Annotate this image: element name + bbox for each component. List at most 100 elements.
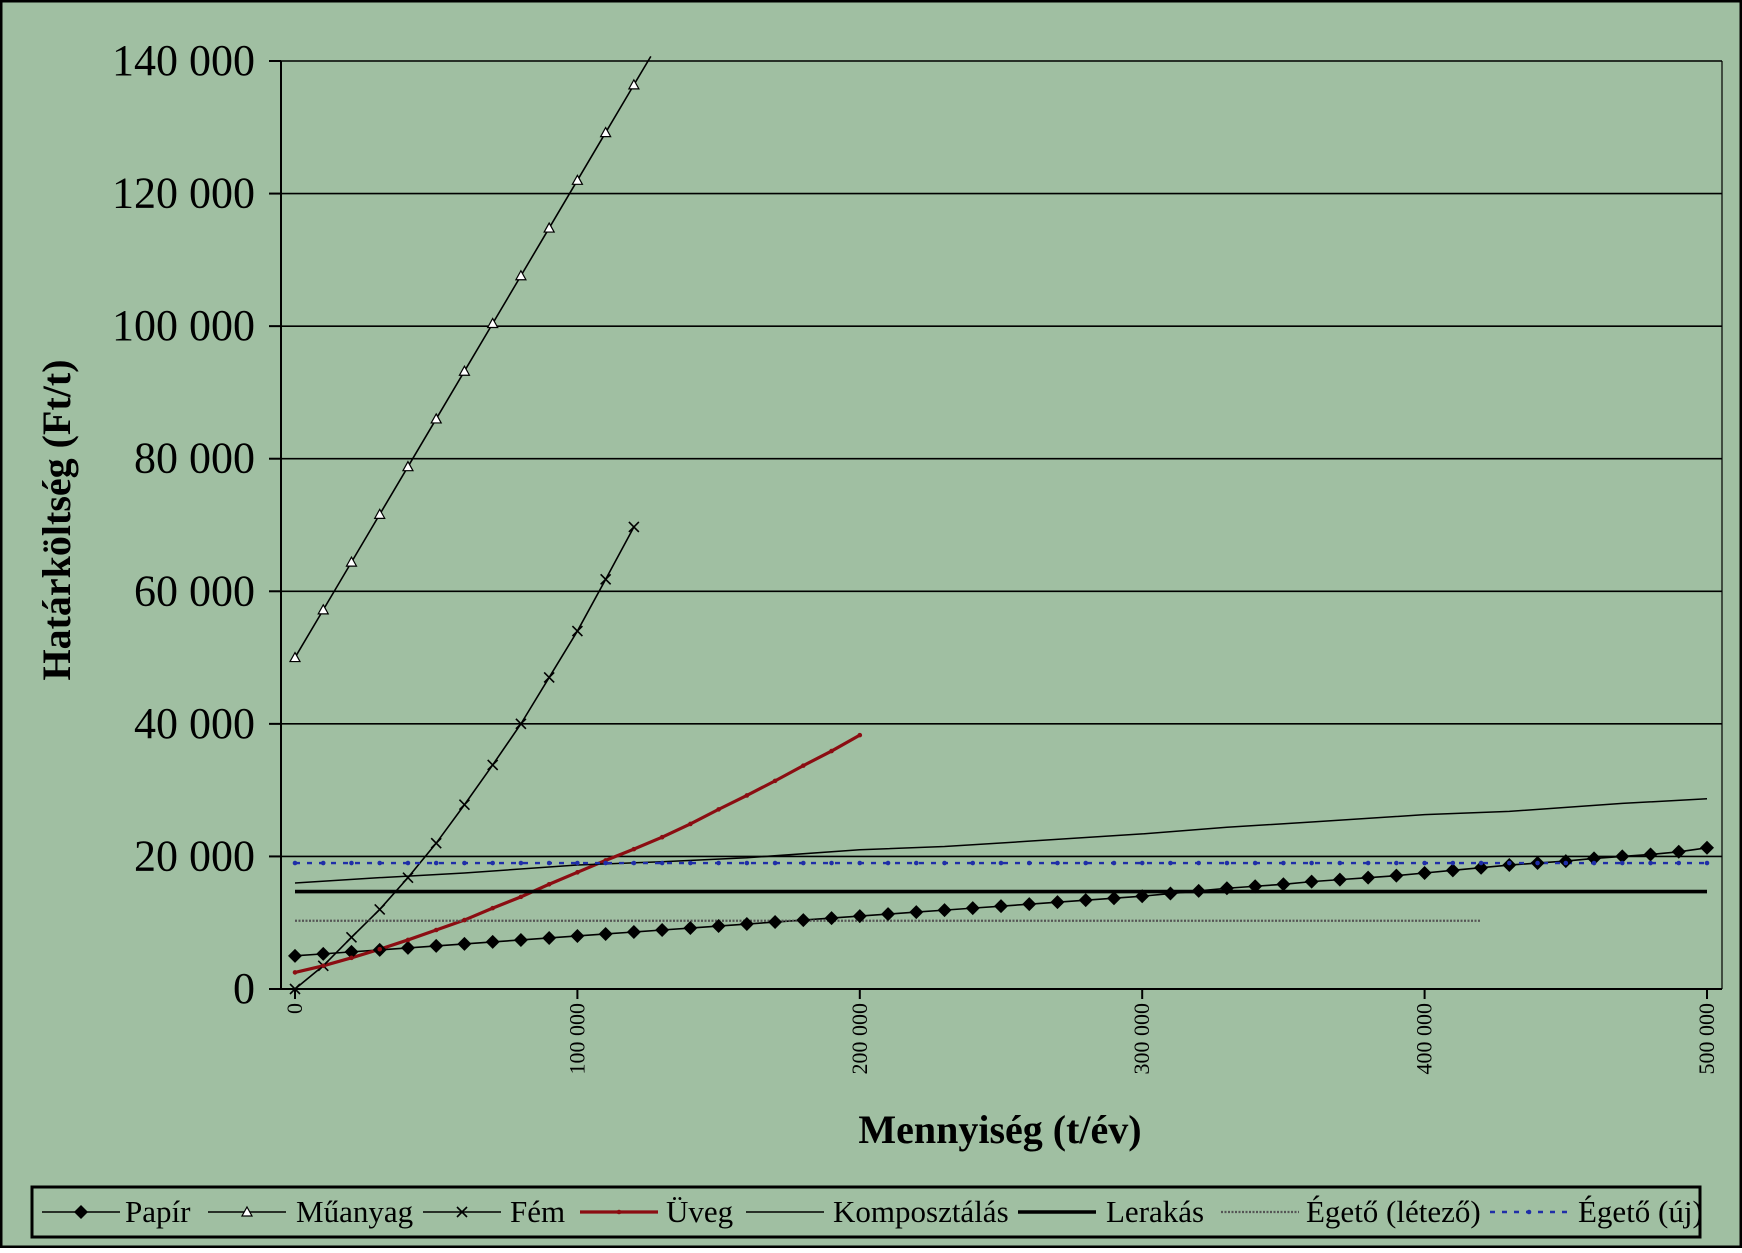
series-marker-0 [655, 923, 670, 938]
x-tick-label: 200 000 [847, 1003, 872, 1075]
series-marker-7 [1309, 860, 1314, 866]
y-tick-label: 100 000 [112, 301, 255, 350]
series-marker-0 [937, 903, 952, 918]
series-marker-0 [316, 946, 331, 961]
series-marker-7 [433, 860, 439, 866]
series-layer [294, 55, 1708, 990]
series-marker-3 [716, 807, 721, 812]
series-marker-1 [543, 221, 556, 233]
series-marker-0 [768, 915, 783, 930]
series-marker-3 [433, 927, 439, 933]
series-marker-3 [292, 970, 298, 975]
series-marker-0 [1474, 860, 1489, 875]
series-marker-7 [1055, 860, 1060, 866]
series-marker-1 [571, 174, 584, 185]
series-marker-7 [744, 860, 750, 866]
series-marker-0 [994, 899, 1008, 914]
series-marker-3 [546, 881, 552, 887]
series-marker-7 [518, 860, 524, 866]
x-axis-title: Mennyiség (t/év) [858, 1107, 1141, 1152]
series-marker-7 [1083, 860, 1089, 866]
x-tick-label: 400 000 [1412, 1003, 1437, 1075]
series-marker-1 [599, 126, 612, 138]
series-marker-7 [1337, 860, 1343, 866]
legend-label-5: Lerakás [1106, 1194, 1204, 1229]
series-marker-7 [1563, 860, 1569, 866]
series-line-4 [294, 798, 1708, 884]
y-tick-label: 60 000 [134, 566, 255, 615]
series-marker-0 [400, 940, 415, 955]
series-marker-7 [1252, 860, 1258, 866]
series-marker-7 [1394, 860, 1399, 866]
series-marker-7 [659, 860, 665, 866]
series-marker-7 [1591, 860, 1597, 866]
series-marker-0 [1219, 881, 1234, 896]
series-marker-0 [513, 932, 528, 947]
series-marker-7 [1139, 860, 1145, 866]
series-marker-0 [1615, 849, 1630, 864]
x-tick-label: 0 [282, 1003, 307, 1014]
series-marker-3 [659, 834, 665, 840]
series-marker-0 [598, 926, 613, 941]
series-marker-0 [1106, 891, 1121, 906]
series-marker-7 [1648, 860, 1653, 866]
series-marker-7 [603, 860, 608, 866]
series-marker-2 [345, 931, 358, 943]
series-marker-3 [857, 732, 863, 738]
series-marker-3 [490, 905, 495, 911]
series-marker-7 [913, 860, 919, 866]
series-marker-0 [1248, 879, 1263, 894]
series-marker-3 [377, 946, 383, 952]
series-marker-0 [1163, 886, 1178, 901]
series-marker-3 [688, 821, 693, 827]
series-marker-0 [1050, 895, 1065, 910]
y-tick-label: 140 000 [112, 36, 255, 85]
series-marker-7 [716, 860, 721, 866]
legend-marker-2 [456, 1206, 468, 1218]
series-marker-0 [1700, 840, 1714, 855]
x-tick-label: 500 000 [1694, 1003, 1719, 1075]
series-marker-0 [881, 907, 896, 922]
series-marker-3 [829, 748, 834, 754]
legend-marker-1 [240, 1205, 254, 1217]
series-marker-0 [288, 948, 302, 963]
legend-label-2: Fém [510, 1194, 565, 1229]
y-tick-label: 120 000 [112, 169, 255, 218]
series-marker-7 [1168, 860, 1173, 866]
series-marker-7 [1026, 860, 1032, 866]
series-marker-0 [1078, 893, 1093, 908]
legend-label-7: Égető (új) [1578, 1194, 1703, 1229]
series-marker-7 [801, 860, 806, 866]
series-marker-0 [485, 934, 500, 949]
series-marker-7 [942, 860, 947, 866]
series-marker-7 [1365, 860, 1371, 866]
series-marker-7 [1704, 860, 1710, 866]
series-marker-1 [486, 317, 499, 329]
series-marker-0 [344, 944, 359, 959]
series-marker-1 [627, 78, 640, 90]
series-marker-7 [1196, 860, 1201, 866]
series-marker-7 [1450, 860, 1456, 866]
series-marker-0 [1671, 844, 1686, 859]
series-marker-7 [575, 860, 580, 866]
legend: Papír Műanyag Fém Üveg Komposztálás Lerakás Ég… [30, 1185, 1703, 1239]
series-marker-2 [430, 837, 442, 849]
legend-box [30, 1185, 1702, 1239]
series-marker-7 [405, 860, 411, 866]
legend-marker-7 [1526, 1209, 1532, 1215]
series-marker-0 [965, 901, 980, 916]
series-marker-0 [1304, 874, 1319, 889]
legend-label-0: Papír [125, 1194, 191, 1229]
y-tick-label: 20 000 [134, 831, 255, 880]
series-marker-7 [1224, 860, 1230, 866]
series-marker-7 [1422, 860, 1427, 866]
series-marker-3 [320, 963, 326, 969]
series-line-1 [294, 55, 652, 658]
series-marker-7 [1478, 860, 1484, 866]
series-marker-0 [1191, 883, 1206, 898]
axes: 0 20 000 40 000 60 000 80 000 100 000 120 000 1… [112, 36, 1723, 1075]
y-tick-label: 0 [233, 964, 255, 1013]
